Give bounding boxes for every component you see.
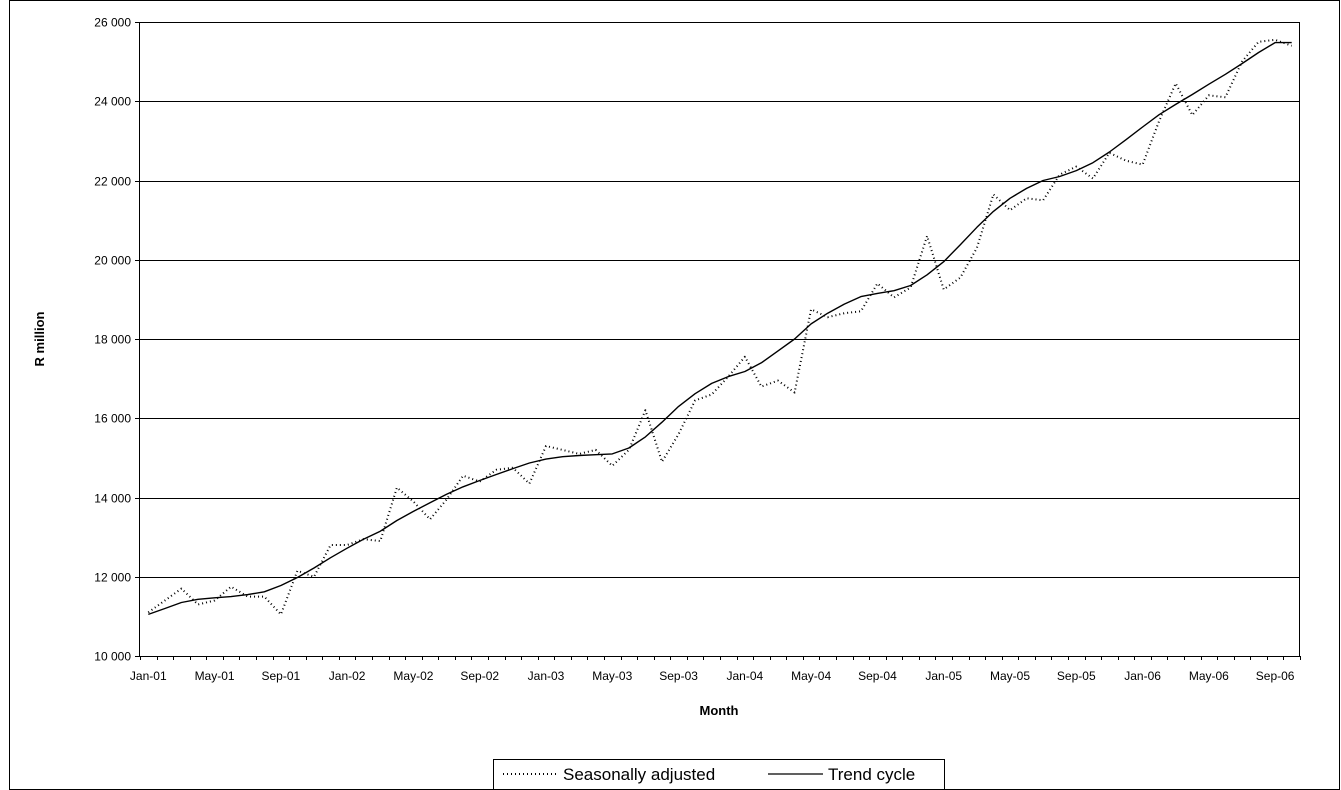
y-tick-label: 24 000 <box>94 95 131 109</box>
y-tick-label: 22 000 <box>94 175 131 189</box>
x-tick-label: May-03 <box>592 669 632 683</box>
x-tick-label: Jan-06 <box>1124 669 1161 683</box>
series-lines <box>147 38 1293 616</box>
legend: Seasonally adjusted Trend cycle <box>493 759 945 790</box>
y-tick-label: 18 000 <box>94 333 131 347</box>
x-tick-label: Jan-04 <box>727 669 764 683</box>
x-tick-label: Jan-05 <box>925 669 962 683</box>
y-tick-label: 20 000 <box>94 254 131 268</box>
legend-label-trend-cycle: Trend cycle <box>828 765 915 784</box>
x-tick-label: Jan-01 <box>130 669 167 683</box>
x-axis-title: Month <box>700 703 739 718</box>
y-tick-labels: 10 000 12 000 14 000 16 000 18 000 20 000 22 0… <box>94 16 140 664</box>
x-tick-label: May-06 <box>1189 669 1229 683</box>
x-tick-label: May-01 <box>195 669 235 683</box>
x-tick-label: Sep-06 <box>1256 669 1295 683</box>
chart-border <box>9 0 1340 790</box>
y-tick-label: 12 000 <box>94 571 131 585</box>
y-axis-title: R million <box>32 311 47 366</box>
y-tick-label: 10 000 <box>94 650 131 664</box>
x-tick-label: Sep-05 <box>1057 669 1096 683</box>
y-tick-label: 14 000 <box>94 492 131 506</box>
x-tick-label: May-05 <box>990 669 1030 683</box>
x-tick-label: May-04 <box>791 669 831 683</box>
series-line-seasonally-adjusted <box>147 38 1293 616</box>
y-tick-label: 26 000 <box>94 16 131 30</box>
series-line-trend-cycle <box>148 41 1292 616</box>
y-tick-label: 16 000 <box>94 412 131 426</box>
x-tick-label: Sep-03 <box>659 669 698 683</box>
legend-label-seasonally-adjusted: Seasonally adjusted <box>563 765 715 784</box>
x-tick-label: Sep-04 <box>858 669 897 683</box>
x-tick-label: May-02 <box>393 669 433 683</box>
x-tick-label: Sep-02 <box>460 669 499 683</box>
x-tick-label: Jan-02 <box>329 669 366 683</box>
x-tick-label: Sep-01 <box>262 669 301 683</box>
x-tick-label: Jan-03 <box>528 669 565 683</box>
x-tick-labels: Jan-01 May-01 Sep-01 Jan-02 May-02 Sep-02 Jan-… <box>130 656 1301 683</box>
